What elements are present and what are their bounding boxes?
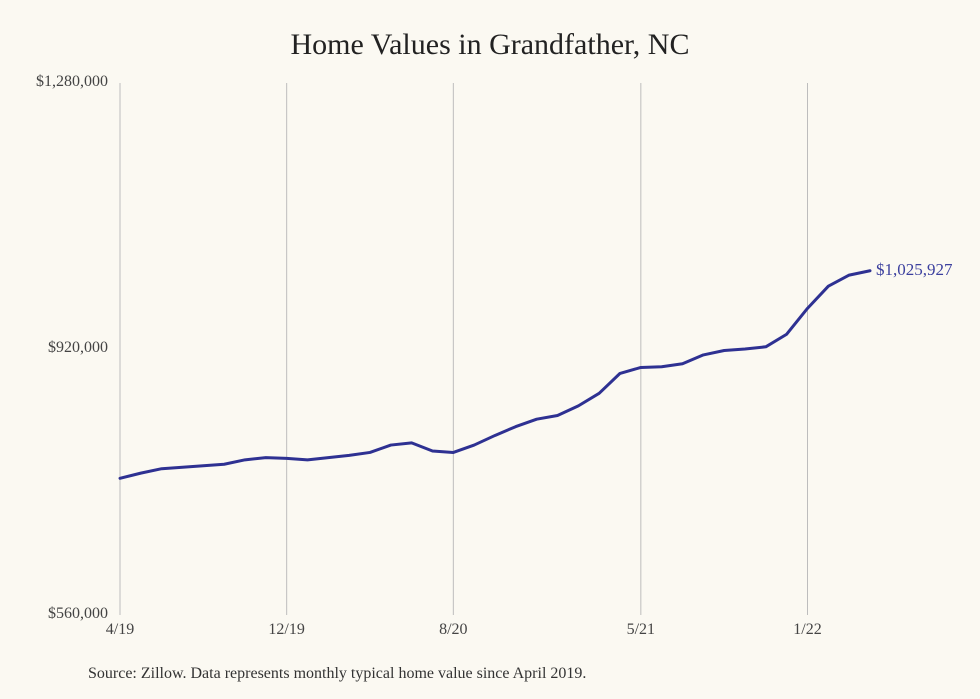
y-axis-label: $1,280,000 xyxy=(8,73,108,91)
chart-source: Source: Zillow. Data represents monthly … xyxy=(88,665,586,683)
x-axis-label: 4/19 xyxy=(106,621,134,639)
x-axis-label: 12/19 xyxy=(268,621,304,639)
y-axis-label: $560,000 xyxy=(8,605,108,623)
y-axis-label: $920,000 xyxy=(8,339,108,357)
chart-svg xyxy=(0,0,980,699)
x-axis-label: 8/20 xyxy=(439,621,467,639)
endpoint-value-label: $1,025,927 xyxy=(876,260,953,280)
x-axis-label: 5/21 xyxy=(627,621,655,639)
x-axis-label: 1/22 xyxy=(793,621,821,639)
chart-container: Home Values in Grandfather, NC Source: Z… xyxy=(0,0,980,699)
